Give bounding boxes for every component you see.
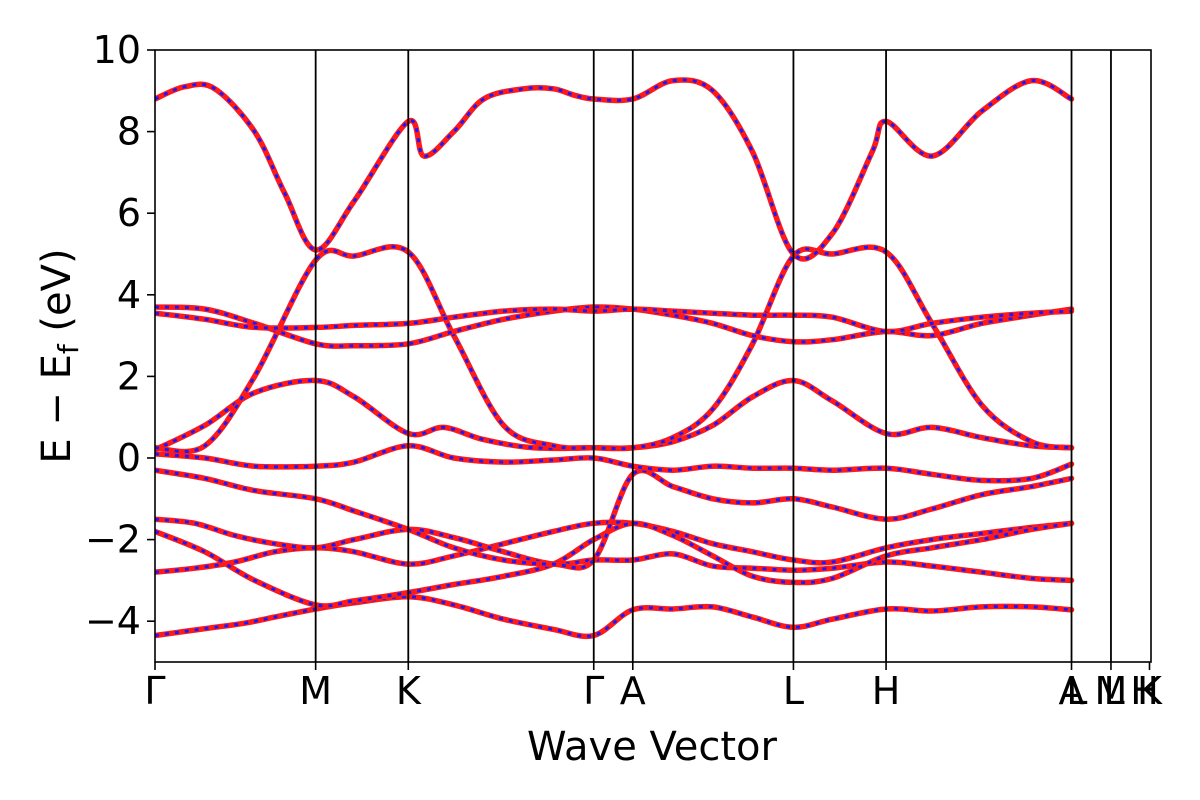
x-tick-label: L	[783, 669, 804, 713]
x-tick-label: L	[1104, 669, 1125, 713]
x-axis-ticks: Γ M K Γ A L H A M KL L H	[144, 662, 1163, 713]
bands-layer	[155, 77, 1075, 640]
kpoint-lines	[314, 50, 1112, 662]
band-line-11-overlay	[155, 78, 1073, 261]
y-axis-title-sub: f	[52, 343, 85, 354]
y-tick-label: 2	[117, 354, 141, 398]
x-tick-label: H	[1130, 669, 1159, 713]
x-tick-label: M	[1095, 669, 1128, 713]
band-line-3-overlay	[155, 517, 1072, 582]
band-line-11	[155, 77, 1075, 262]
y-axis-title-unit: (eV)	[34, 248, 80, 344]
y-tick-label: −2	[85, 518, 141, 562]
y-axis-title: E − Ef (eV)	[34, 248, 85, 463]
x-tick-label: H	[872, 669, 901, 713]
y-tick-label: 10	[93, 28, 141, 72]
x-tick-label: K	[396, 669, 422, 713]
band-line-7-overlay	[155, 378, 1072, 452]
y-tick-label: 6	[117, 191, 141, 235]
y-tick-label: 4	[117, 273, 141, 317]
band-line-4-overlay	[155, 521, 1072, 608]
band-line-8-overlay	[155, 245, 1072, 454]
x-axis-title: Wave Vector	[527, 724, 778, 770]
x-tick-label: A	[1059, 669, 1085, 713]
band-line-6-overlay	[155, 444, 1073, 483]
band-line-1-overlay	[155, 595, 1072, 638]
band-line-5-overlay	[155, 468, 1072, 570]
x-tick-label: Γ	[583, 669, 604, 713]
band-line-8	[155, 244, 1075, 455]
x-tick-label: K	[1137, 669, 1163, 713]
plot-frame	[154, 49, 1152, 663]
band-line-1	[155, 593, 1075, 640]
x-tick-label: A	[620, 669, 646, 713]
x-tick-label: Γ	[144, 669, 165, 713]
x-tick-label: L	[1066, 669, 1087, 713]
band-line-5	[155, 467, 1075, 571]
band-line-7	[155, 377, 1075, 453]
y-tick-label: 0	[117, 436, 141, 480]
y-axis-title-main: E − E	[34, 354, 80, 464]
y-axis-ticks: −4 −2 0 2 4 6 8 10	[85, 28, 155, 643]
x-tick-label: M	[299, 669, 332, 713]
y-tick-label: −4	[85, 599, 141, 643]
y-tick-label: 8	[117, 110, 141, 154]
